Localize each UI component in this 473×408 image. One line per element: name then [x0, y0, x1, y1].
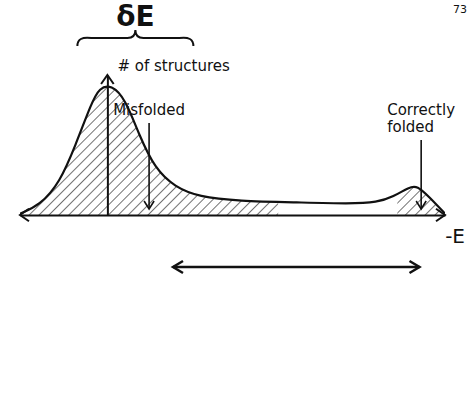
distribution-curve [20, 87, 445, 214]
annotation: Correctlyfolded [387, 101, 455, 136]
x-axis-title: -E [445, 224, 465, 248]
y-axis-title: # of structures [117, 57, 230, 75]
annotation-arrow-head [416, 201, 426, 209]
range-arrow-head [410, 261, 420, 273]
title: δE [116, 0, 154, 33]
arrow-head [101, 75, 114, 84]
plot [20, 75, 446, 221]
brace [77, 30, 193, 46]
x-axis [21, 215, 446, 216]
hatched-region [20, 87, 278, 215]
annotation-arrow [420, 140, 422, 209]
annotation: Misfolded [113, 101, 185, 119]
marks [20, 87, 445, 215]
range-arrow-head [173, 261, 183, 273]
hatched-region-group [20, 87, 278, 215]
range-arrow [173, 266, 420, 269]
chart: δE # of structures -E 73 Misfolded Correctlyf… [0, 0, 473, 408]
annotation-arrow [148, 123, 150, 209]
page-number: 73 [453, 3, 467, 16]
annotation-arrow-head [144, 201, 154, 209]
